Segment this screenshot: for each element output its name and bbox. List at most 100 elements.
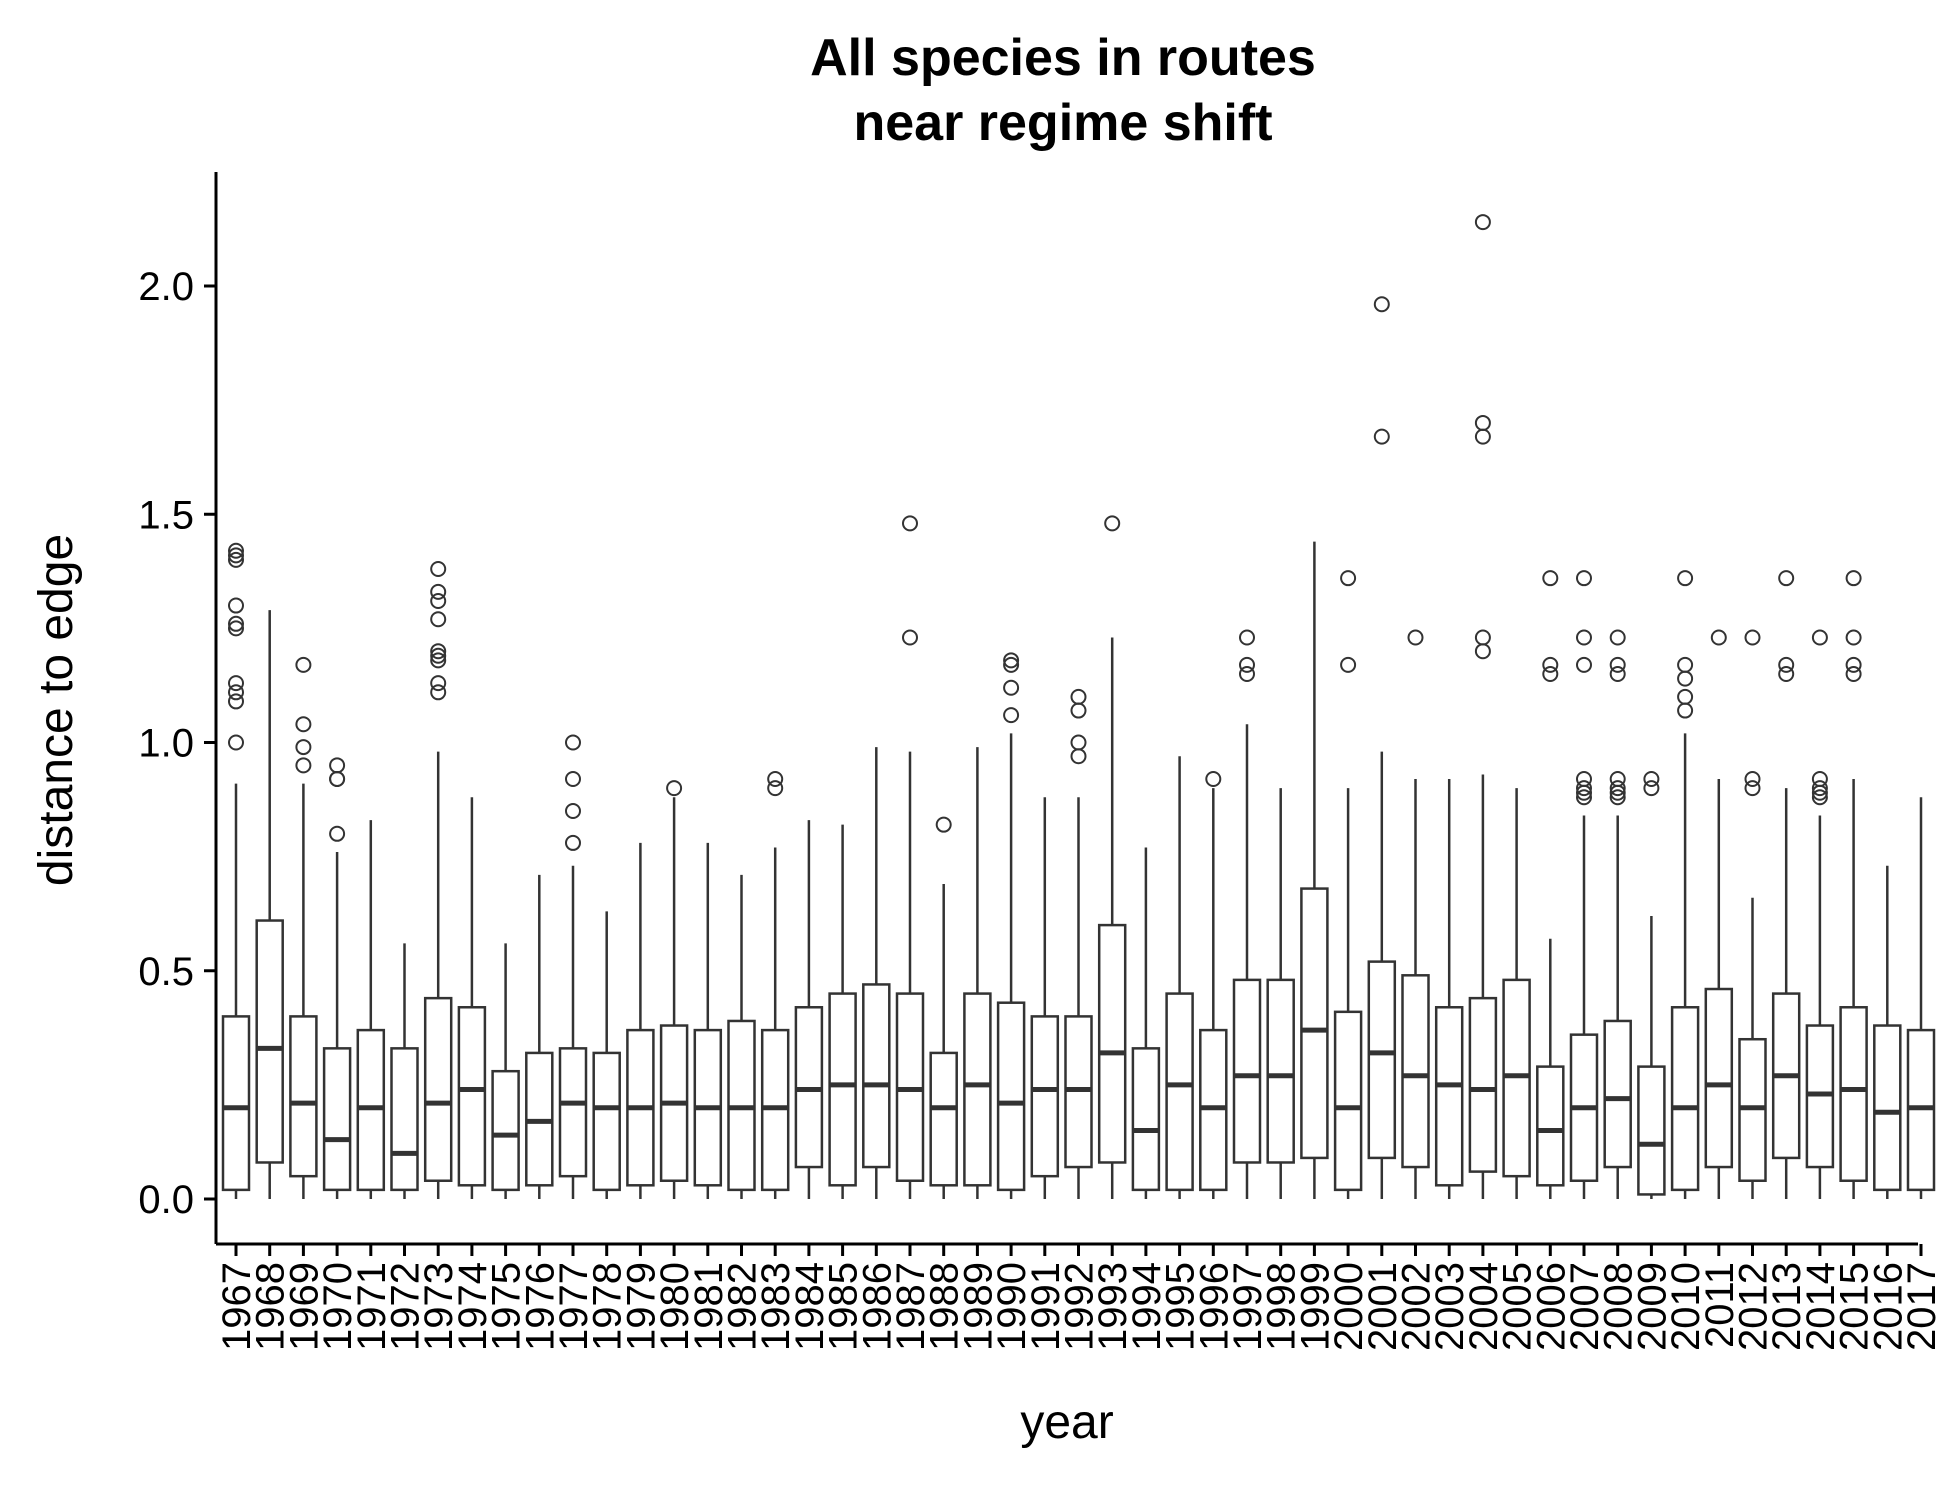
box-iqr <box>1300 887 1329 1160</box>
outlier-point <box>1104 515 1121 532</box>
outlier-point <box>1710 629 1727 646</box>
box-1977 <box>558 734 588 1199</box>
box-iqr <box>1131 1047 1161 1192</box>
outlier-point <box>1609 656 1626 673</box>
outlier-point <box>430 643 447 660</box>
x-tick-label-1968: 1968 <box>249 1262 293 1351</box>
box-iqr <box>491 1069 520 1192</box>
outlier-point <box>228 551 244 568</box>
box-1978 <box>592 911 621 1199</box>
x-tick-label-1986: 1986 <box>855 1262 899 1351</box>
x-tick-label-1984: 1984 <box>788 1262 832 1351</box>
box-1988 <box>929 816 958 1199</box>
box-1999 <box>1300 541 1329 1199</box>
outlier-point <box>1474 643 1491 660</box>
outlier-point <box>1778 656 1795 673</box>
outlier-point <box>228 620 244 637</box>
box-iqr <box>1266 978 1295 1164</box>
outlier-point <box>1609 629 1626 646</box>
x-tick-label-1994: 1994 <box>1125 1262 1169 1351</box>
x-tick-label-2012: 2012 <box>1732 1262 1776 1351</box>
outlier-point <box>1609 666 1626 683</box>
outlier-point <box>1609 771 1626 788</box>
box-2015 <box>1839 570 1868 1199</box>
box-2005 <box>1502 788 1531 1199</box>
outlier-point <box>1239 629 1255 646</box>
x-tick-label-1969: 1969 <box>282 1262 326 1351</box>
outlier-point <box>1576 629 1592 646</box>
outlier-point <box>1474 214 1491 231</box>
outlier-point <box>565 834 581 851</box>
box-iqr <box>1670 1006 1700 1192</box>
box-2012 <box>1738 629 1767 1199</box>
outlier-point <box>1744 780 1761 797</box>
box-iqr <box>1401 974 1430 1169</box>
outlier-point <box>1677 702 1694 719</box>
box-2002 <box>1401 629 1430 1199</box>
x-tick-label-1979: 1979 <box>619 1262 663 1351</box>
outlier-point <box>1340 656 1357 673</box>
box-1997 <box>1232 629 1262 1199</box>
x-tick-label-1996: 1996 <box>1192 1262 1236 1351</box>
x-tick-label-1999: 1999 <box>1293 1262 1337 1351</box>
x-tick-label-2004: 2004 <box>1462 1262 1506 1351</box>
x-tick-label-1973: 1973 <box>417 1262 461 1351</box>
x-tick-label-1995: 1995 <box>1159 1262 1203 1351</box>
outlier-point <box>902 629 918 646</box>
x-tick-label-1997: 1997 <box>1226 1262 1270 1351</box>
box-iqr <box>929 1051 958 1187</box>
outlier-point <box>902 515 918 532</box>
outlier-point <box>935 816 952 833</box>
box-iqr <box>1434 1006 1464 1187</box>
x-tick-label-2015: 2015 <box>1833 1262 1877 1351</box>
outlier-point <box>1542 666 1559 683</box>
outlier-point <box>767 780 784 797</box>
outlier-point <box>1003 679 1020 696</box>
outlier-point <box>1845 666 1862 683</box>
box-2013 <box>1771 570 1801 1199</box>
outlier-point <box>1205 771 1222 788</box>
box-2003 <box>1434 779 1464 1199</box>
box-iqr <box>1165 992 1194 1192</box>
box-iqr <box>1333 1010 1363 1192</box>
outlier-point <box>1845 629 1862 646</box>
outlier-point <box>1744 771 1761 788</box>
box-1984 <box>794 820 824 1199</box>
outlier-point <box>430 684 447 701</box>
box-iqr <box>1232 978 1262 1164</box>
x-tick-label-1992: 1992 <box>1058 1262 1102 1351</box>
axes <box>214 172 1918 1246</box>
x-tick-label-1982: 1982 <box>721 1262 765 1351</box>
outlier-point <box>1070 748 1087 765</box>
box-2004 <box>1468 214 1498 1199</box>
outlier-point <box>1677 656 1694 673</box>
box-iqr <box>828 992 857 1187</box>
outlier-point <box>1811 789 1828 806</box>
outlier-point <box>1003 656 1020 673</box>
x-tick-label-2017: 2017 <box>1900 1262 1944 1351</box>
outlier-point <box>1677 688 1694 705</box>
x-tick-label-1993: 1993 <box>1091 1262 1135 1351</box>
box-1968 <box>255 610 284 1199</box>
outlier-point <box>295 739 312 756</box>
box-iqr <box>322 1047 352 1192</box>
outlier-point <box>1609 789 1626 806</box>
outlier-point <box>1373 296 1390 313</box>
outlier-point <box>1407 629 1424 646</box>
box-iqr <box>1603 1019 1632 1169</box>
box-2010 <box>1670 570 1700 1199</box>
box-2006 <box>1536 570 1565 1199</box>
x-tick-label-1970: 1970 <box>316 1262 360 1351</box>
y-tick-label: 0.5 <box>138 950 194 994</box>
box-iqr <box>963 992 992 1187</box>
outlier-point <box>1811 771 1828 788</box>
box-1989 <box>963 747 992 1199</box>
x-tick-label-2008: 2008 <box>1597 1262 1641 1351</box>
box-iqr <box>457 1006 487 1187</box>
x-tick-label-2011: 2011 <box>1698 1262 1742 1348</box>
box-2014 <box>1805 629 1835 1199</box>
box-1982 <box>727 874 756 1199</box>
x-axis-title: year <box>1020 1396 1113 1449</box>
outlier-point <box>1474 428 1491 445</box>
